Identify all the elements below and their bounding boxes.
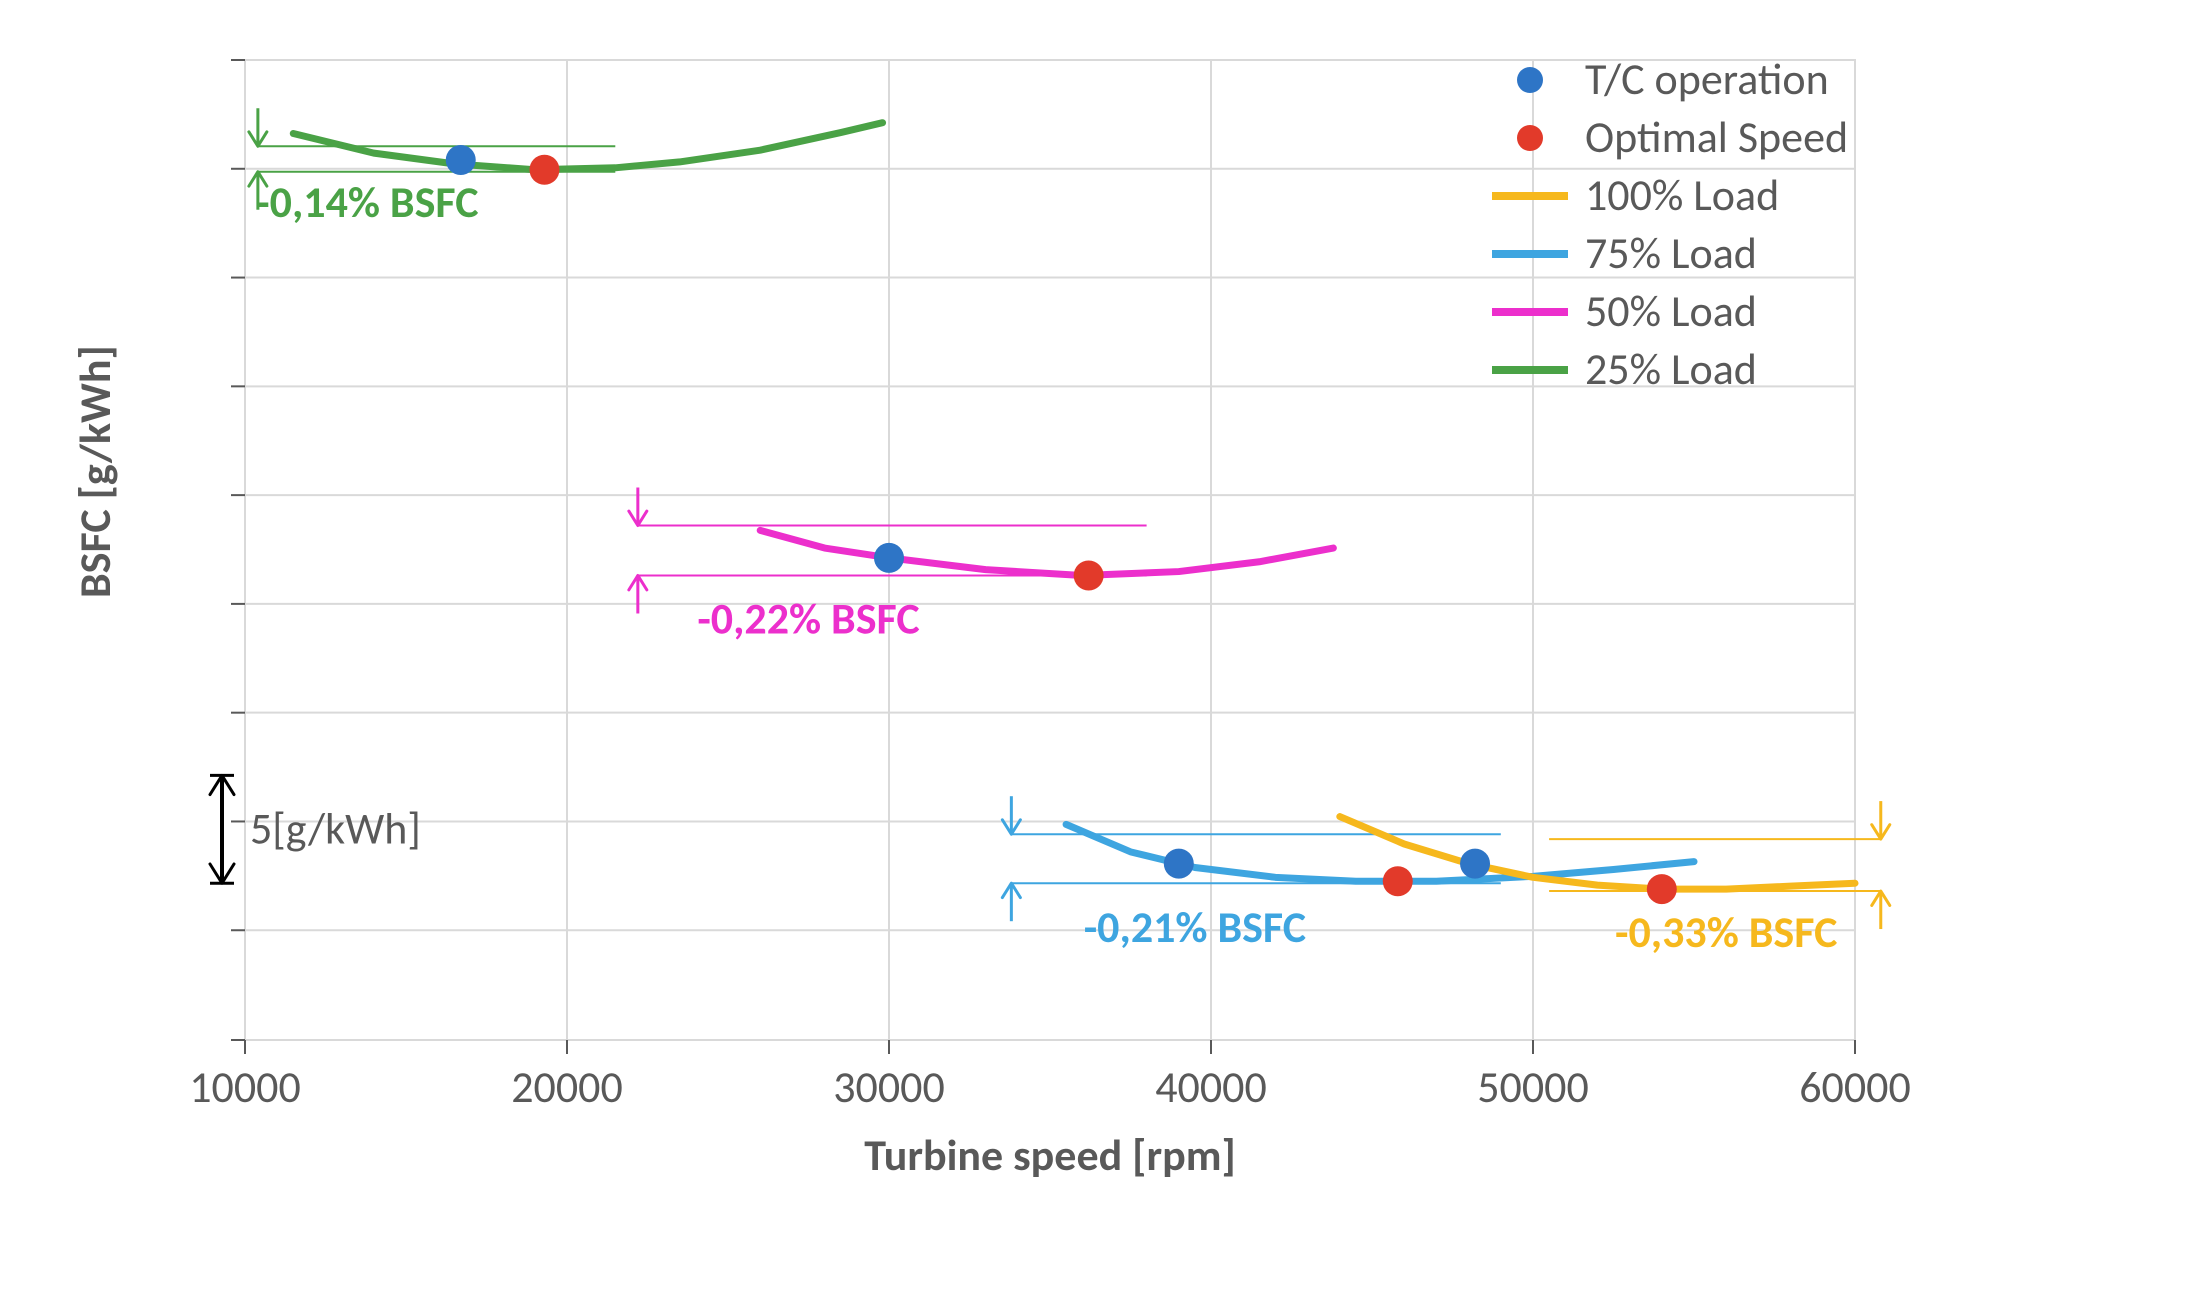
bsfc-delta-label-load75: -0,21% BSFC — [1084, 900, 1306, 954]
legend-label: 25% Load — [1585, 342, 1757, 396]
legend-label: 75% Load — [1585, 226, 1757, 280]
x-tick-label: 20000 — [511, 1060, 623, 1114]
legend-label: 50% Load — [1585, 284, 1757, 338]
legend-label: Optimal Speed — [1585, 110, 1848, 164]
optimal-marker-load75 — [1383, 866, 1413, 896]
legend-marker-icon — [1517, 67, 1543, 93]
tc-marker-load75 — [1164, 849, 1194, 879]
x-tick-label: 10000 — [189, 1060, 301, 1114]
tc-marker-load50 — [874, 543, 904, 573]
legend-marker-icon — [1517, 125, 1543, 151]
x-tick-label: 50000 — [1477, 1060, 1589, 1114]
tc-marker-load100 — [1460, 849, 1490, 879]
bsfc-delta-label-load50: -0,22% BSFC — [697, 591, 919, 645]
x-tick-label: 60000 — [1799, 1060, 1911, 1114]
x-axis-label: Turbine speed [rpm] — [864, 1128, 1236, 1182]
scale-label: 5[g/kWh] — [250, 801, 421, 855]
y-axis-label: BSFC [g/kWh] — [68, 345, 122, 598]
optimal-marker-load25 — [529, 155, 559, 185]
x-tick-label: 30000 — [833, 1060, 945, 1114]
tc-marker-load25 — [446, 145, 476, 175]
optimal-marker-load100 — [1647, 874, 1677, 904]
legend-label: 100% Load — [1585, 168, 1779, 222]
bsfc-turbine-chart: 10000 20000 30000 40000 50000 60000 Turbine sp… — [0, 0, 2190, 1292]
optimal-marker-load50 — [1074, 560, 1104, 590]
chart-svg: 10000 20000 30000 40000 50000 60000 Turbine sp… — [0, 0, 2190, 1292]
bsfc-delta-label-load25: -0,14% BSFC — [256, 175, 478, 229]
bsfc-delta-label-load100: -0,33% BSFC — [1615, 905, 1837, 959]
legend-label: T/C operation — [1585, 52, 1829, 106]
x-tick-label: 40000 — [1155, 1060, 1267, 1114]
